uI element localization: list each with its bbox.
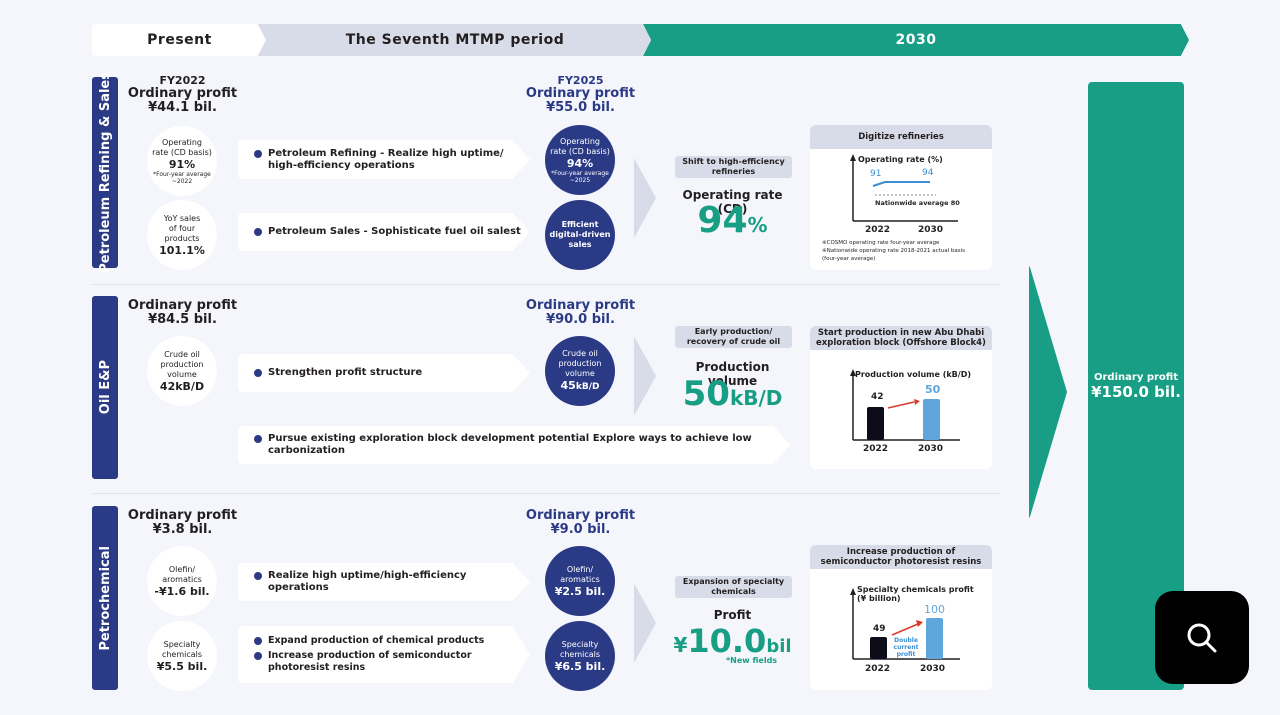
bullet-icon bbox=[254, 652, 262, 660]
bullet-icon bbox=[254, 149, 262, 158]
header-mtmp-period: The Seventh MTMP period bbox=[258, 24, 652, 56]
section-divider bbox=[92, 493, 1000, 494]
target-circle: Olefin/aromatics ¥2.5 bil. bbox=[545, 546, 615, 616]
present-circle: Operating rate (CD basis) 91% *Four-year … bbox=[147, 126, 217, 196]
target-profit-petrochem: Ordinary profit ¥9.0 bil. bbox=[525, 508, 636, 537]
section-label-petrochemical: Petrochemical bbox=[92, 506, 118, 690]
chart-card: Start production in new Abu Dhabi explor… bbox=[810, 326, 992, 469]
initiative-pill: Petroleum Sales - Sophisticate fuel oil … bbox=[238, 213, 530, 251]
section-label-refining: Petroleum Refining & Sales bbox=[92, 72, 118, 273]
chart-card: Increase production of semiconductor pho… bbox=[810, 545, 992, 690]
bullet-icon bbox=[254, 228, 262, 236]
present-profit-refining: FY2022 Ordinary profit ¥44.1 bil. bbox=[127, 74, 238, 115]
chart-card: Digitize refineries Operating rate (%) 9… bbox=[810, 125, 992, 270]
target-circle: Operating rate (CD basis) 94% *Four-year … bbox=[545, 125, 615, 195]
target-circle: Efficient digital-driven sales bbox=[545, 200, 615, 270]
goal-value: ¥10.0bil bbox=[673, 622, 792, 660]
initiative-pill: Pursue existing exploration block develo… bbox=[238, 426, 790, 464]
chevron-right-icon bbox=[634, 158, 656, 238]
goal-tag: Shift to high-efficiency refineries bbox=[675, 156, 792, 178]
present-circle: Olefin/aromatics -¥1.6 bil. bbox=[147, 546, 217, 616]
header-present: Present bbox=[92, 24, 267, 56]
present-circle: YoY sales of four products 101.1% bbox=[147, 200, 217, 270]
goal-value: 94% bbox=[697, 200, 768, 241]
target-circle: Crude oil production volume 45kB/D bbox=[545, 336, 615, 406]
search-icon bbox=[1187, 623, 1217, 652]
goal-tag: Expansion of specialty chemicals bbox=[675, 576, 792, 598]
target-profit-refining: FY2025 Ordinary profit ¥55.0 bil. bbox=[525, 74, 636, 115]
present-profit-oil: Ordinary profit ¥84.5 bil. bbox=[127, 298, 238, 327]
section-divider bbox=[92, 284, 1000, 285]
target-circle: Specialty chemicals ¥6.5 bil. bbox=[545, 621, 615, 691]
bullet-icon bbox=[254, 637, 262, 645]
initiative-pill: Petroleum Refining - Realize high uptime… bbox=[238, 140, 530, 179]
bullet-icon bbox=[254, 572, 262, 580]
header-2030: 2030 bbox=[643, 24, 1189, 56]
chevron-right-icon bbox=[634, 336, 656, 416]
initiative-pill: Realize high uptime/high-efficiency oper… bbox=[238, 563, 530, 601]
bullet-icon bbox=[254, 369, 262, 377]
initiative-pill: Strengthen profit structure bbox=[238, 354, 530, 392]
goal-value: 50kB/D bbox=[682, 374, 783, 414]
search-button[interactable] bbox=[1155, 591, 1249, 684]
present-circle: Specialty chemicals ¥5.5 bil. bbox=[147, 621, 217, 691]
present-circle: Crude oil production volume 42kB/D bbox=[147, 336, 217, 406]
initiative-pill: Expand production of chemical products I… bbox=[238, 626, 530, 683]
present-profit-petrochem: Ordinary profit ¥3.8 bil. bbox=[127, 508, 238, 537]
goal-tag: Early production/ recovery of crude oil bbox=[675, 326, 792, 348]
overall-goal: Ordinary profit ¥150.0 bil. bbox=[1088, 82, 1184, 690]
big-arrow-icon bbox=[1029, 264, 1067, 520]
bullet-icon bbox=[254, 435, 262, 443]
chevron-right-icon bbox=[634, 583, 656, 663]
target-profit-oil: Ordinary profit ¥90.0 bil. bbox=[525, 298, 636, 327]
section-label-oil-ep: Oil E&P bbox=[92, 296, 118, 479]
